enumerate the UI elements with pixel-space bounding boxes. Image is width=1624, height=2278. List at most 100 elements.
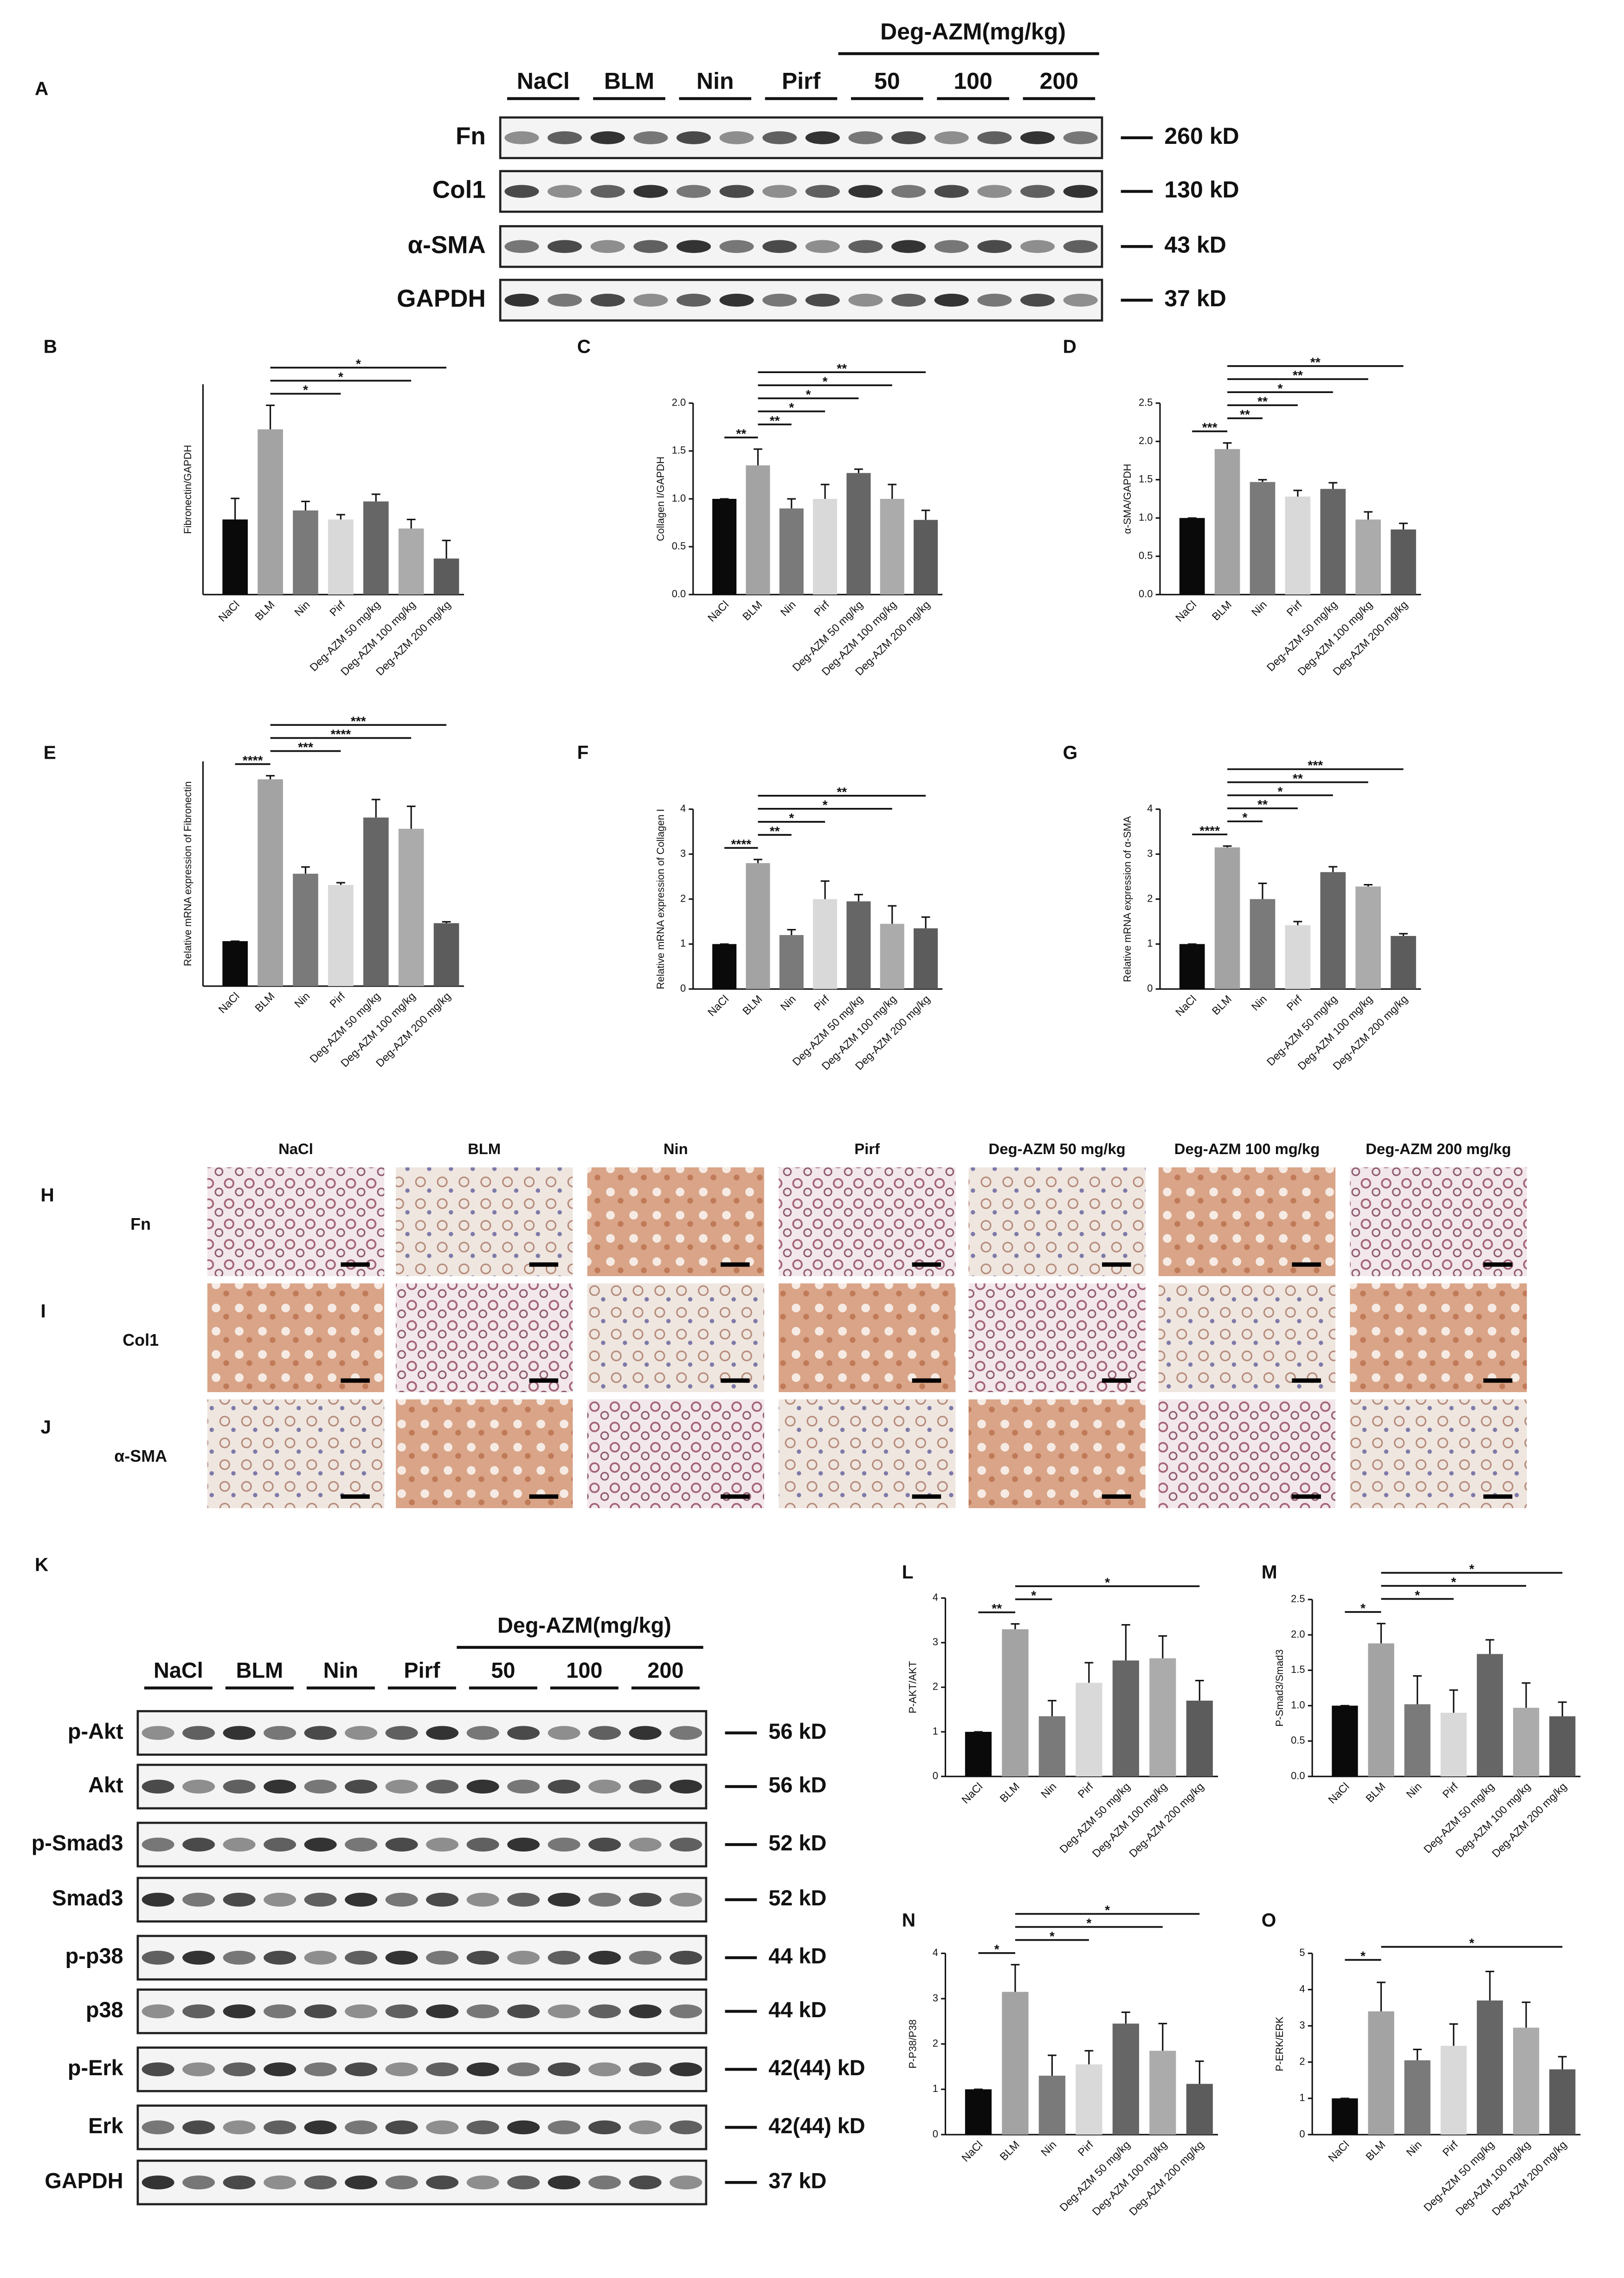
blot-band [629,2004,662,2019]
bar [1391,529,1416,595]
significance-stars: ** [837,785,847,799]
blot-band [548,293,582,307]
blot-band [345,1837,378,1852]
panel-letter: E [44,742,56,763]
blot-band [264,1837,296,1852]
bar [363,501,389,595]
blot-band [548,1779,580,1794]
blot-band [504,240,539,253]
blot-band [182,1837,215,1852]
blot-band [345,2120,378,2135]
significance-stars: * [1031,1588,1036,1603]
blot-band [548,1837,580,1852]
y-axis-label: P-P38/P38 [907,2020,919,2069]
blot-band [762,131,797,144]
blot-band [548,1950,580,1965]
blot-band [588,2175,621,2190]
x-tick-label: BLM [1210,993,1234,1017]
y-axis-label: Relative mRNA expression of α-SMA [1121,816,1133,982]
histology-image [1158,1399,1336,1508]
significance-stars: * [994,1942,999,1956]
histology-image [587,1283,764,1392]
blot-band [264,2175,296,2190]
blot-band [345,2175,378,2190]
bar [258,429,283,595]
panel-letter: B [44,336,57,357]
blot-band [466,1892,499,1907]
blot-band [385,2175,418,2190]
y-tick-label: 3 [1299,2019,1305,2031]
bar [1214,449,1240,595]
x-tick-label: NaCl [216,990,242,1015]
blot-band [223,2175,256,2190]
blot-band [629,1779,662,1794]
blot-band [507,1726,540,1740]
panel-letter: K [35,1554,48,1575]
blot-band [223,1837,256,1852]
significance-stars: * [1360,1601,1366,1615]
blot-band [590,293,625,307]
blot-band [507,2120,540,2135]
x-tick-label: NaCl [705,599,731,624]
blot-band [466,1950,499,1965]
blot-band [1063,240,1098,253]
lane-label: Nin [323,1658,358,1683]
blot-band [264,2004,296,2019]
lane-label: Nin [696,68,734,94]
y-tick-label: 4 [933,1947,938,1958]
bar [1368,2011,1394,2135]
bar [1038,2076,1066,2135]
bar [328,885,354,986]
blot-band [182,2004,215,2019]
blot-band [223,1726,256,1740]
x-tick-label: Pirf [1284,993,1305,1013]
significance-stars: * [1105,1903,1110,1917]
significance-stars: * [789,811,794,825]
blot-band [588,1837,621,1852]
bar [1549,2069,1576,2135]
lane-label: 100 [566,1658,602,1683]
significance-stars: ** [1240,407,1250,422]
blot-band [848,185,883,198]
x-tick-label: Deg-AZM 50 mg/kg [1421,1780,1496,1855]
x-tick-label: NaCl [705,993,731,1019]
y-tick-label: 2.0 [1291,1628,1305,1640]
histology-column-label: BLM [468,1140,501,1157]
panel-letter: N [902,1909,915,1930]
significance-stars: ** [1293,771,1303,786]
bar [914,520,938,595]
blot-band [934,185,969,198]
x-tick-label: Deg-AZM 200 mg/kg [1127,2138,1206,2218]
y-tick-label: 0 [1147,982,1153,994]
y-tick-label: 1.0 [1139,511,1153,523]
bar [712,944,737,989]
y-tick-label: 1 [933,1725,938,1737]
significance-stars: * [1469,1562,1474,1576]
blot-band [426,2004,459,2019]
significance-stars: *** [1202,420,1218,435]
x-tick-label: Nin [1249,599,1269,619]
bar [965,1732,992,1777]
blot-band [633,240,668,253]
blot-band [1020,185,1055,198]
x-tick-label: Nin [292,599,312,619]
bar [1076,1683,1102,1777]
blot-band [466,1837,499,1852]
blot-band [670,1779,702,1794]
histology-image [587,1399,764,1508]
y-tick-label: 1.5 [1291,1664,1305,1675]
blot-row-label: GAPDH [45,2169,123,2193]
blot-band [934,293,969,307]
blot-band [304,1837,337,1852]
significance-stars: ** [736,426,746,441]
blot-band [977,240,1012,253]
blot-band [345,2062,378,2077]
bar [1549,1716,1576,1777]
blot-band [633,131,668,144]
blot-band [670,1950,702,1965]
significance-stars: ** [992,1601,1002,1616]
blot-band [223,1779,256,1794]
blot-band [345,2004,378,2019]
